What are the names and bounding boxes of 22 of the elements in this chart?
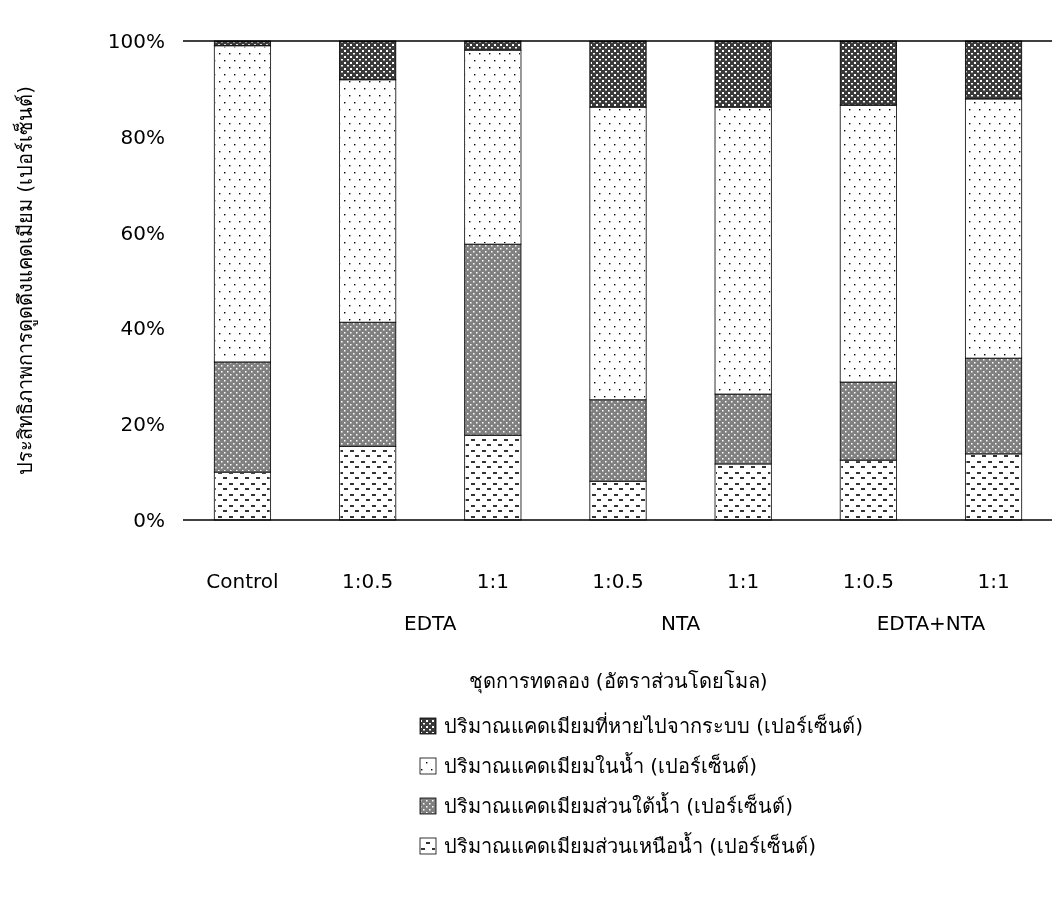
text: NTA: [660, 611, 701, 635]
y-tick-label: 0%: [133, 508, 165, 532]
legend-label: ปริมาณแคดเมียมส่วนเหนือน้ำ (เปอร์เซ็นต์): [444, 832, 816, 858]
x-tick-label: 1:0.5: [592, 569, 644, 593]
x-tick-label: 1:0.5: [342, 569, 394, 593]
y-axis-title: ประสิทธิภาพการดูดดึงแคดเมียม (เปอร์เซ็นต์): [12, 86, 38, 475]
x-tick-label: 1:1: [727, 569, 760, 593]
text: EDTA: [404, 611, 457, 635]
y-tick-label: 60%: [120, 220, 165, 245]
text: EDTA+NTA: [876, 611, 986, 635]
y-tick-label: 40%: [120, 316, 165, 341]
x-tick-label: 1:1: [977, 569, 1010, 593]
x-axis-title: ชุดการทดลอง (อัตราส่วนโดยโมล): [468, 669, 768, 694]
legend-label: ปริมาณแคดเมียมในน้ำ (เปอร์เซ็นต์): [444, 752, 757, 778]
y-tick-label: 20%: [120, 412, 165, 437]
x-tick-label: 1:1: [476, 569, 509, 593]
y-tick-label: 100%: [107, 29, 165, 53]
legend-label: ปริมาณแคดเมียมที่หายไปจากระบบ (เปอร์เซ็นต์): [444, 712, 863, 738]
y-tick-label: 80%: [120, 124, 165, 149]
x-tick-label: Control: [206, 569, 279, 593]
x-tick-label: 1:0.5: [842, 569, 894, 593]
legend-label: ปริมาณแคดเมียมส่วนใต้น้ำ (เปอร์เซ็นต์): [444, 792, 793, 818]
